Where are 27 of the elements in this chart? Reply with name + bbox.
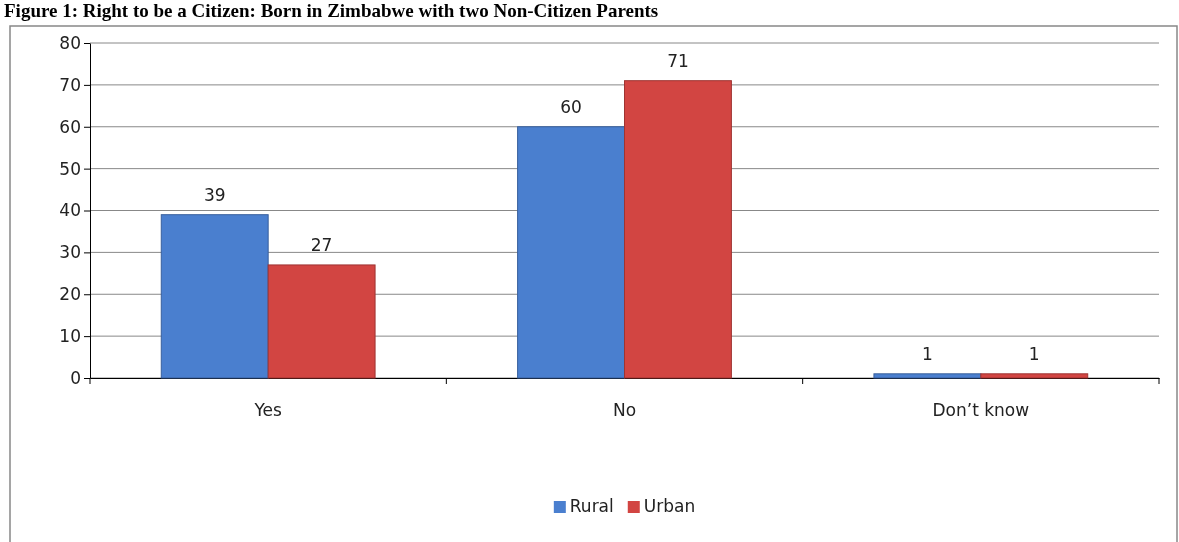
legend-label: Rural [569,496,614,516]
bar [267,264,376,379]
bar [980,373,1089,379]
chart-title: Figure 1: Right to be a Citizen: Born in Zimbabwe with two Non-Citizen Parents [4,0,659,21]
x-tick-label: No [612,400,637,421]
y-tick-label: 10 [59,326,81,347]
data-label: 39 [203,184,226,205]
y-tick-label: 80 [59,32,81,53]
bar [873,373,982,379]
data-label: 27 [310,234,333,255]
legend-label: Urban [643,496,696,516]
y-tick-label: 70 [59,74,81,95]
data-label: 71 [667,50,689,71]
y-tick-label: 30 [59,242,81,263]
bar [517,126,625,379]
data-label: 1 [1028,343,1040,364]
data-label: 1 [921,343,933,364]
y-tick-label: 40 [59,200,81,221]
data-label: 60 [560,96,582,117]
x-tick-label: Yes [253,400,283,421]
y-tick-label: 60 [59,116,81,137]
y-tick-label: 50 [59,158,81,179]
bar [624,80,732,379]
bar [160,214,269,379]
y-tick-label: 0 [70,367,81,388]
y-tick-label: 20 [59,284,81,305]
x-tick-label: Don’t know [932,400,1030,421]
